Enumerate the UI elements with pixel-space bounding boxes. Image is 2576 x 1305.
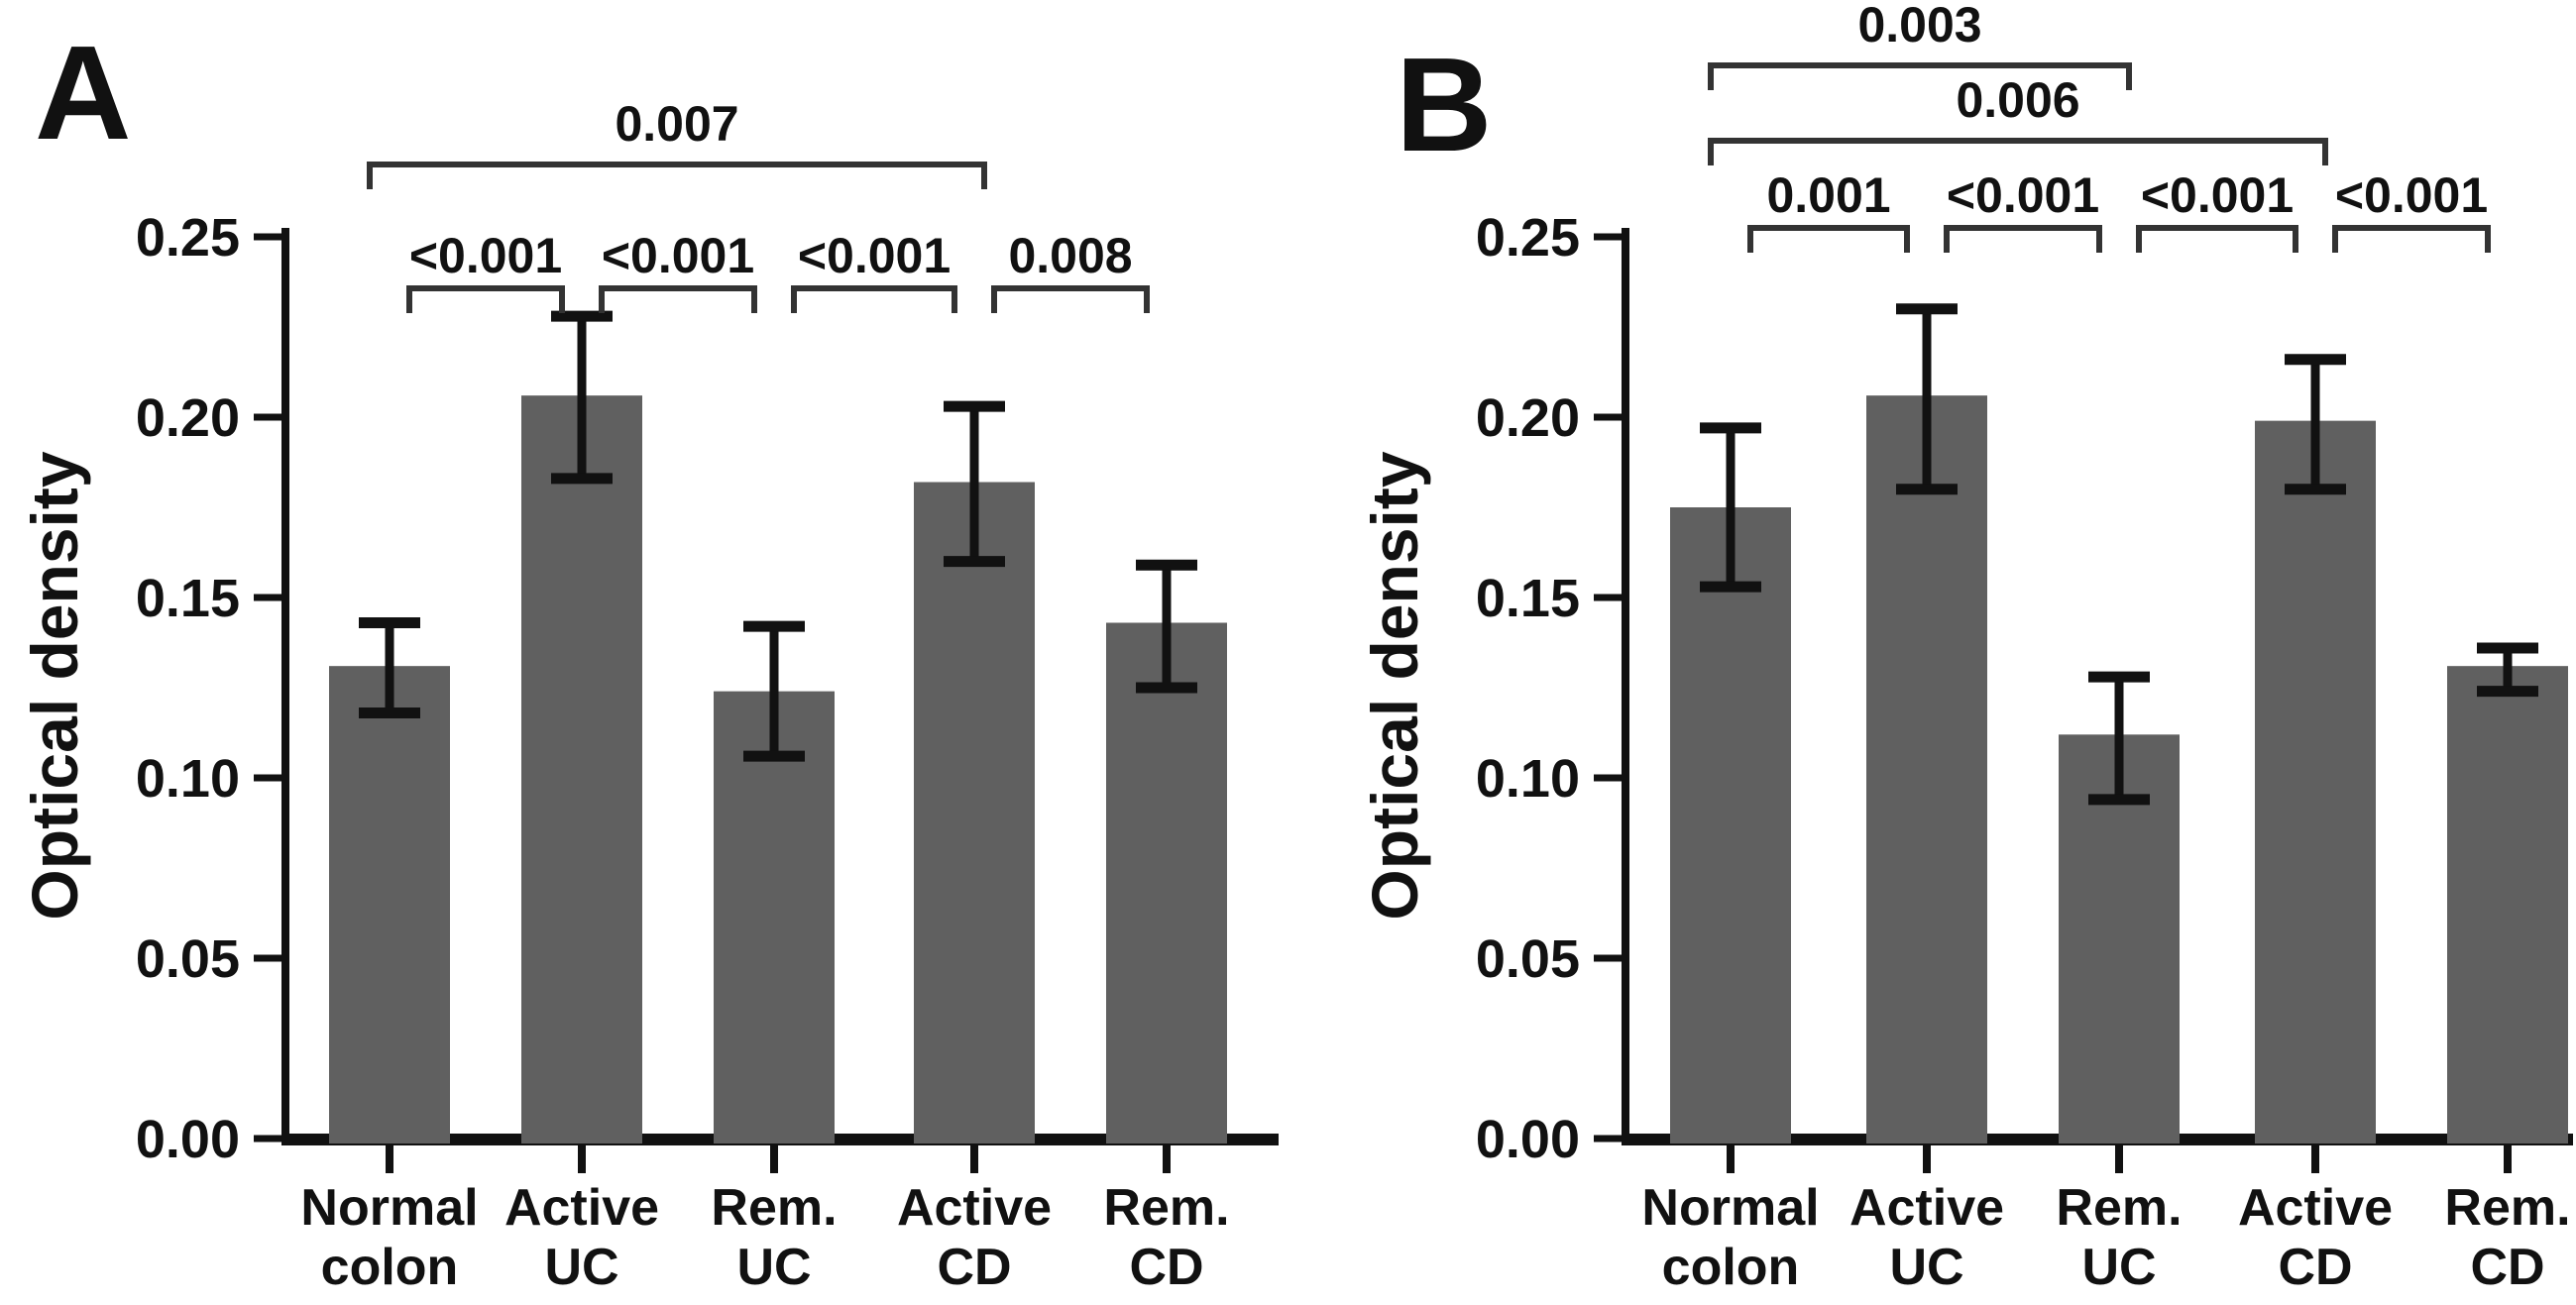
panel-letter-B: B xyxy=(1396,30,1493,179)
y-axis-label: Optical density xyxy=(18,451,91,920)
category-label-active-cd: Active xyxy=(2238,1179,2393,1237)
significance-bracket xyxy=(367,162,987,189)
p-value-label: <0.001 xyxy=(409,228,562,283)
category-label-active-cd: CD xyxy=(2278,1239,2352,1296)
panel-letter-A: A xyxy=(35,18,132,167)
category-label-rem-cd: Rem. xyxy=(2444,1179,2570,1237)
panel-A: A Optical density 0.00 0.05 0.10 0.15 0.20 0.25… xyxy=(18,18,1279,1296)
significance-bracket xyxy=(1708,62,2132,90)
category-label-active-uc: Active xyxy=(504,1179,659,1237)
y-tick-label: 0.00 xyxy=(136,1110,240,1169)
y-tick-label: 0.15 xyxy=(136,569,240,628)
p-value-label: 0.006 xyxy=(1956,72,2079,128)
y-tick-label: 0.25 xyxy=(1476,208,1580,268)
category-label-rem-cd: Rem. xyxy=(1103,1179,1229,1237)
y-tick-label: 0.05 xyxy=(1476,929,1580,989)
bar-normal-colon xyxy=(1670,507,1791,1143)
p-value-label: <0.001 xyxy=(1947,167,2099,223)
bar-normal-colon xyxy=(329,666,450,1143)
category-label-active-cd: Active xyxy=(897,1179,1052,1237)
category-label-normal-colon: colon xyxy=(321,1239,459,1296)
category-label-rem-cd: CD xyxy=(2470,1239,2544,1296)
category-label-normal-colon: Normal xyxy=(300,1179,478,1237)
p-value-label: 0.008 xyxy=(1008,228,1132,283)
y-tick-label: 0.15 xyxy=(1476,569,1580,628)
significance-bracket xyxy=(1708,138,2328,165)
bar-rem-cd xyxy=(1106,622,1227,1143)
significance-bracket xyxy=(2332,225,2491,253)
p-value-label: 0.003 xyxy=(1857,0,1981,53)
bar-active-cd xyxy=(2255,420,2376,1143)
p-value-label: <0.001 xyxy=(2335,167,2488,223)
category-label-rem-uc: UC xyxy=(2081,1239,2156,1296)
bar-active-uc xyxy=(521,395,642,1143)
category-label-rem-uc: UC xyxy=(736,1239,811,1296)
category-label-active-uc: Active xyxy=(1849,1179,2004,1237)
significance-bracket xyxy=(1747,225,1910,253)
category-label-normal-colon: Normal xyxy=(1641,1179,1819,1237)
y-tick-label: 0.05 xyxy=(136,929,240,989)
y-axis-label: Optical density xyxy=(1358,451,1431,920)
significance-bracket xyxy=(791,285,957,313)
y-tick-label: 0.20 xyxy=(136,388,240,448)
category-label-active-uc: UC xyxy=(544,1239,618,1296)
bar-rem-uc xyxy=(714,691,835,1143)
category-label-rem-cd: CD xyxy=(1129,1239,1203,1296)
y-tick-label: 0.10 xyxy=(136,749,240,809)
bar-rem-cd xyxy=(2447,666,2568,1143)
y-tick-label: 0.20 xyxy=(1476,388,1580,448)
panel-B: B Optical density 0.00 0.05 0.10 0.15 0.20 0.25… xyxy=(1358,0,2573,1296)
significance-bracket xyxy=(406,285,565,313)
significance-bracket xyxy=(991,285,1150,313)
p-value-label: 0.007 xyxy=(615,96,738,152)
y-tick-label: 0.10 xyxy=(1476,749,1580,809)
p-value-label: <0.001 xyxy=(798,228,951,283)
y-tick-label: 0.25 xyxy=(136,208,240,268)
category-label-active-cd: CD xyxy=(937,1239,1011,1296)
bar-active-cd xyxy=(914,482,1035,1143)
significance-bracket xyxy=(2136,225,2298,253)
significance-bracket xyxy=(1944,225,2102,253)
category-label-rem-uc: Rem. xyxy=(2056,1179,2182,1237)
significance-bracket xyxy=(599,285,757,313)
p-value-label: <0.001 xyxy=(2141,167,2294,223)
category-label-active-uc: UC xyxy=(1889,1239,1963,1296)
y-tick-label: 0.00 xyxy=(1476,1110,1580,1169)
p-value-label: 0.001 xyxy=(1766,167,1890,223)
category-label-rem-uc: Rem. xyxy=(711,1179,837,1237)
p-value-label: <0.001 xyxy=(602,228,754,283)
bar-active-uc xyxy=(1866,395,1987,1143)
category-label-normal-colon: colon xyxy=(1662,1239,1800,1296)
